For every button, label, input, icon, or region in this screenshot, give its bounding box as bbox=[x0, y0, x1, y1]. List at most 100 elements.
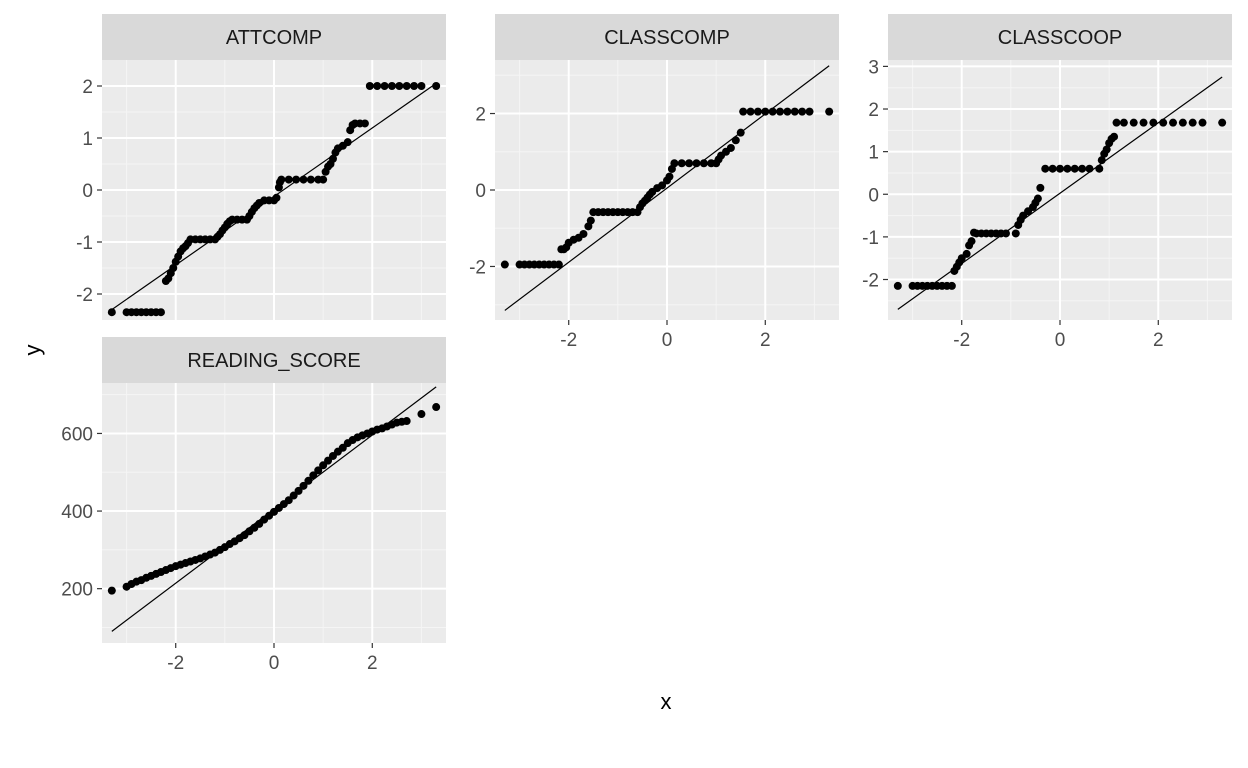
qq-point bbox=[731, 136, 740, 145]
qq-point bbox=[1139, 118, 1148, 127]
qq-point bbox=[805, 107, 814, 116]
y-tick-label: 200 bbox=[61, 580, 93, 601]
qq-point bbox=[277, 175, 286, 184]
qq-point bbox=[739, 107, 748, 116]
y-axis-title: y bbox=[20, 345, 45, 356]
y-tick-label: 0 bbox=[868, 185, 879, 206]
qq-point bbox=[670, 159, 679, 168]
qq-reference-line bbox=[111, 82, 437, 311]
qq-point bbox=[1188, 118, 1197, 127]
qq-point bbox=[1149, 118, 1158, 127]
qq-point bbox=[284, 175, 293, 184]
qq-point bbox=[314, 466, 323, 475]
qq-point bbox=[554, 260, 563, 269]
qq-point bbox=[1095, 164, 1104, 173]
qq-point bbox=[1036, 183, 1045, 192]
qq-point bbox=[586, 216, 595, 225]
y-tick-label: 0 bbox=[82, 181, 93, 202]
qq-point bbox=[1129, 118, 1138, 127]
y-tick-label: 1 bbox=[868, 143, 879, 164]
qq-point bbox=[380, 82, 389, 90]
qq-point bbox=[579, 229, 588, 238]
qq-point bbox=[395, 82, 404, 90]
x-tick-label: -2 bbox=[167, 653, 184, 674]
x-tick-label: -2 bbox=[953, 330, 970, 351]
x-tick-label: 2 bbox=[1153, 330, 1164, 351]
qq-point bbox=[360, 119, 369, 128]
qq-reference-line bbox=[504, 65, 830, 311]
qq-point bbox=[1112, 118, 1121, 127]
qq-point bbox=[373, 82, 382, 90]
qq-point bbox=[1198, 118, 1207, 127]
qq-point bbox=[1048, 164, 1057, 173]
y-tick-label: 2 bbox=[475, 105, 486, 126]
qq-point bbox=[1070, 164, 1079, 173]
x-tick-label: 2 bbox=[367, 653, 378, 674]
data-marks bbox=[107, 82, 441, 317]
qq-reference-line bbox=[897, 76, 1223, 310]
qq-point bbox=[417, 82, 426, 90]
qq-point bbox=[365, 82, 374, 90]
qq-point bbox=[658, 181, 667, 190]
qq-point bbox=[1041, 164, 1050, 173]
x-tick-label: 0 bbox=[662, 330, 673, 351]
y-tick-label: 2 bbox=[868, 100, 879, 121]
qq-point bbox=[306, 175, 315, 184]
qq-point bbox=[1078, 164, 1087, 173]
x-axis-title: x bbox=[661, 689, 672, 714]
x-tick-label: 0 bbox=[269, 653, 280, 674]
x-tick-label: -2 bbox=[560, 330, 577, 351]
y-tick-label: -1 bbox=[76, 233, 93, 254]
facet-classcoop: CLASSCOOP -2 -1 0 1 2 3 -2 0 2 bbox=[862, 14, 1232, 351]
qq-point bbox=[1119, 118, 1128, 127]
y-tick-label: 2 bbox=[82, 77, 93, 98]
data-marks bbox=[893, 76, 1227, 310]
y-tick-label: 3 bbox=[868, 57, 879, 78]
qq-point bbox=[1178, 118, 1187, 127]
qq-point bbox=[500, 260, 509, 269]
qq-point bbox=[156, 308, 165, 317]
qq-point bbox=[432, 82, 441, 90]
qq-point bbox=[402, 82, 411, 90]
qq-point bbox=[1102, 145, 1111, 154]
data-marks bbox=[107, 386, 441, 632]
y-tick-label: 1 bbox=[82, 129, 93, 150]
x-tick-label: 0 bbox=[1055, 330, 1066, 351]
facet-strip-label: ATTCOMP bbox=[226, 27, 322, 49]
qq-point bbox=[1033, 194, 1042, 203]
qq-point bbox=[304, 476, 313, 485]
qq-point bbox=[107, 308, 116, 317]
facet-reading-score: READING_SCORE 200 400 600 -2 0 2 bbox=[61, 337, 446, 674]
qq-point bbox=[753, 107, 762, 116]
qq-point bbox=[726, 143, 735, 152]
qq-point bbox=[1056, 164, 1064, 173]
qq-point bbox=[962, 249, 971, 258]
data-marks bbox=[500, 65, 834, 311]
facet-strip bbox=[102, 14, 446, 60]
qq-point bbox=[746, 107, 755, 116]
qq-point bbox=[825, 107, 834, 116]
qq-point bbox=[319, 175, 328, 184]
qq-point bbox=[107, 586, 116, 595]
facet-strip bbox=[888, 14, 1232, 60]
qq-point bbox=[692, 159, 701, 168]
qq-point bbox=[776, 107, 785, 116]
facet-strip-label: CLASSCOMP bbox=[604, 27, 730, 49]
qq-point bbox=[292, 175, 301, 184]
qq-point bbox=[947, 281, 956, 290]
y-tick-label: -2 bbox=[862, 271, 879, 292]
qq-point bbox=[417, 410, 426, 419]
facet-strip bbox=[495, 14, 839, 60]
y-tick-label: 600 bbox=[61, 424, 93, 445]
x-tick-label: 2 bbox=[760, 330, 771, 351]
qq-point bbox=[1110, 132, 1119, 141]
facet-strip-label: READING_SCORE bbox=[187, 350, 360, 372]
qq-point bbox=[387, 82, 396, 90]
qq-point bbox=[798, 107, 807, 116]
y-tick-label: -2 bbox=[469, 257, 486, 278]
y-tick-label: -1 bbox=[862, 228, 879, 249]
y-tick-label: -2 bbox=[76, 285, 93, 306]
facet-attcomp: ATTCOMP -2 -1 0 1 2 bbox=[76, 14, 446, 320]
qq-point bbox=[967, 237, 976, 246]
